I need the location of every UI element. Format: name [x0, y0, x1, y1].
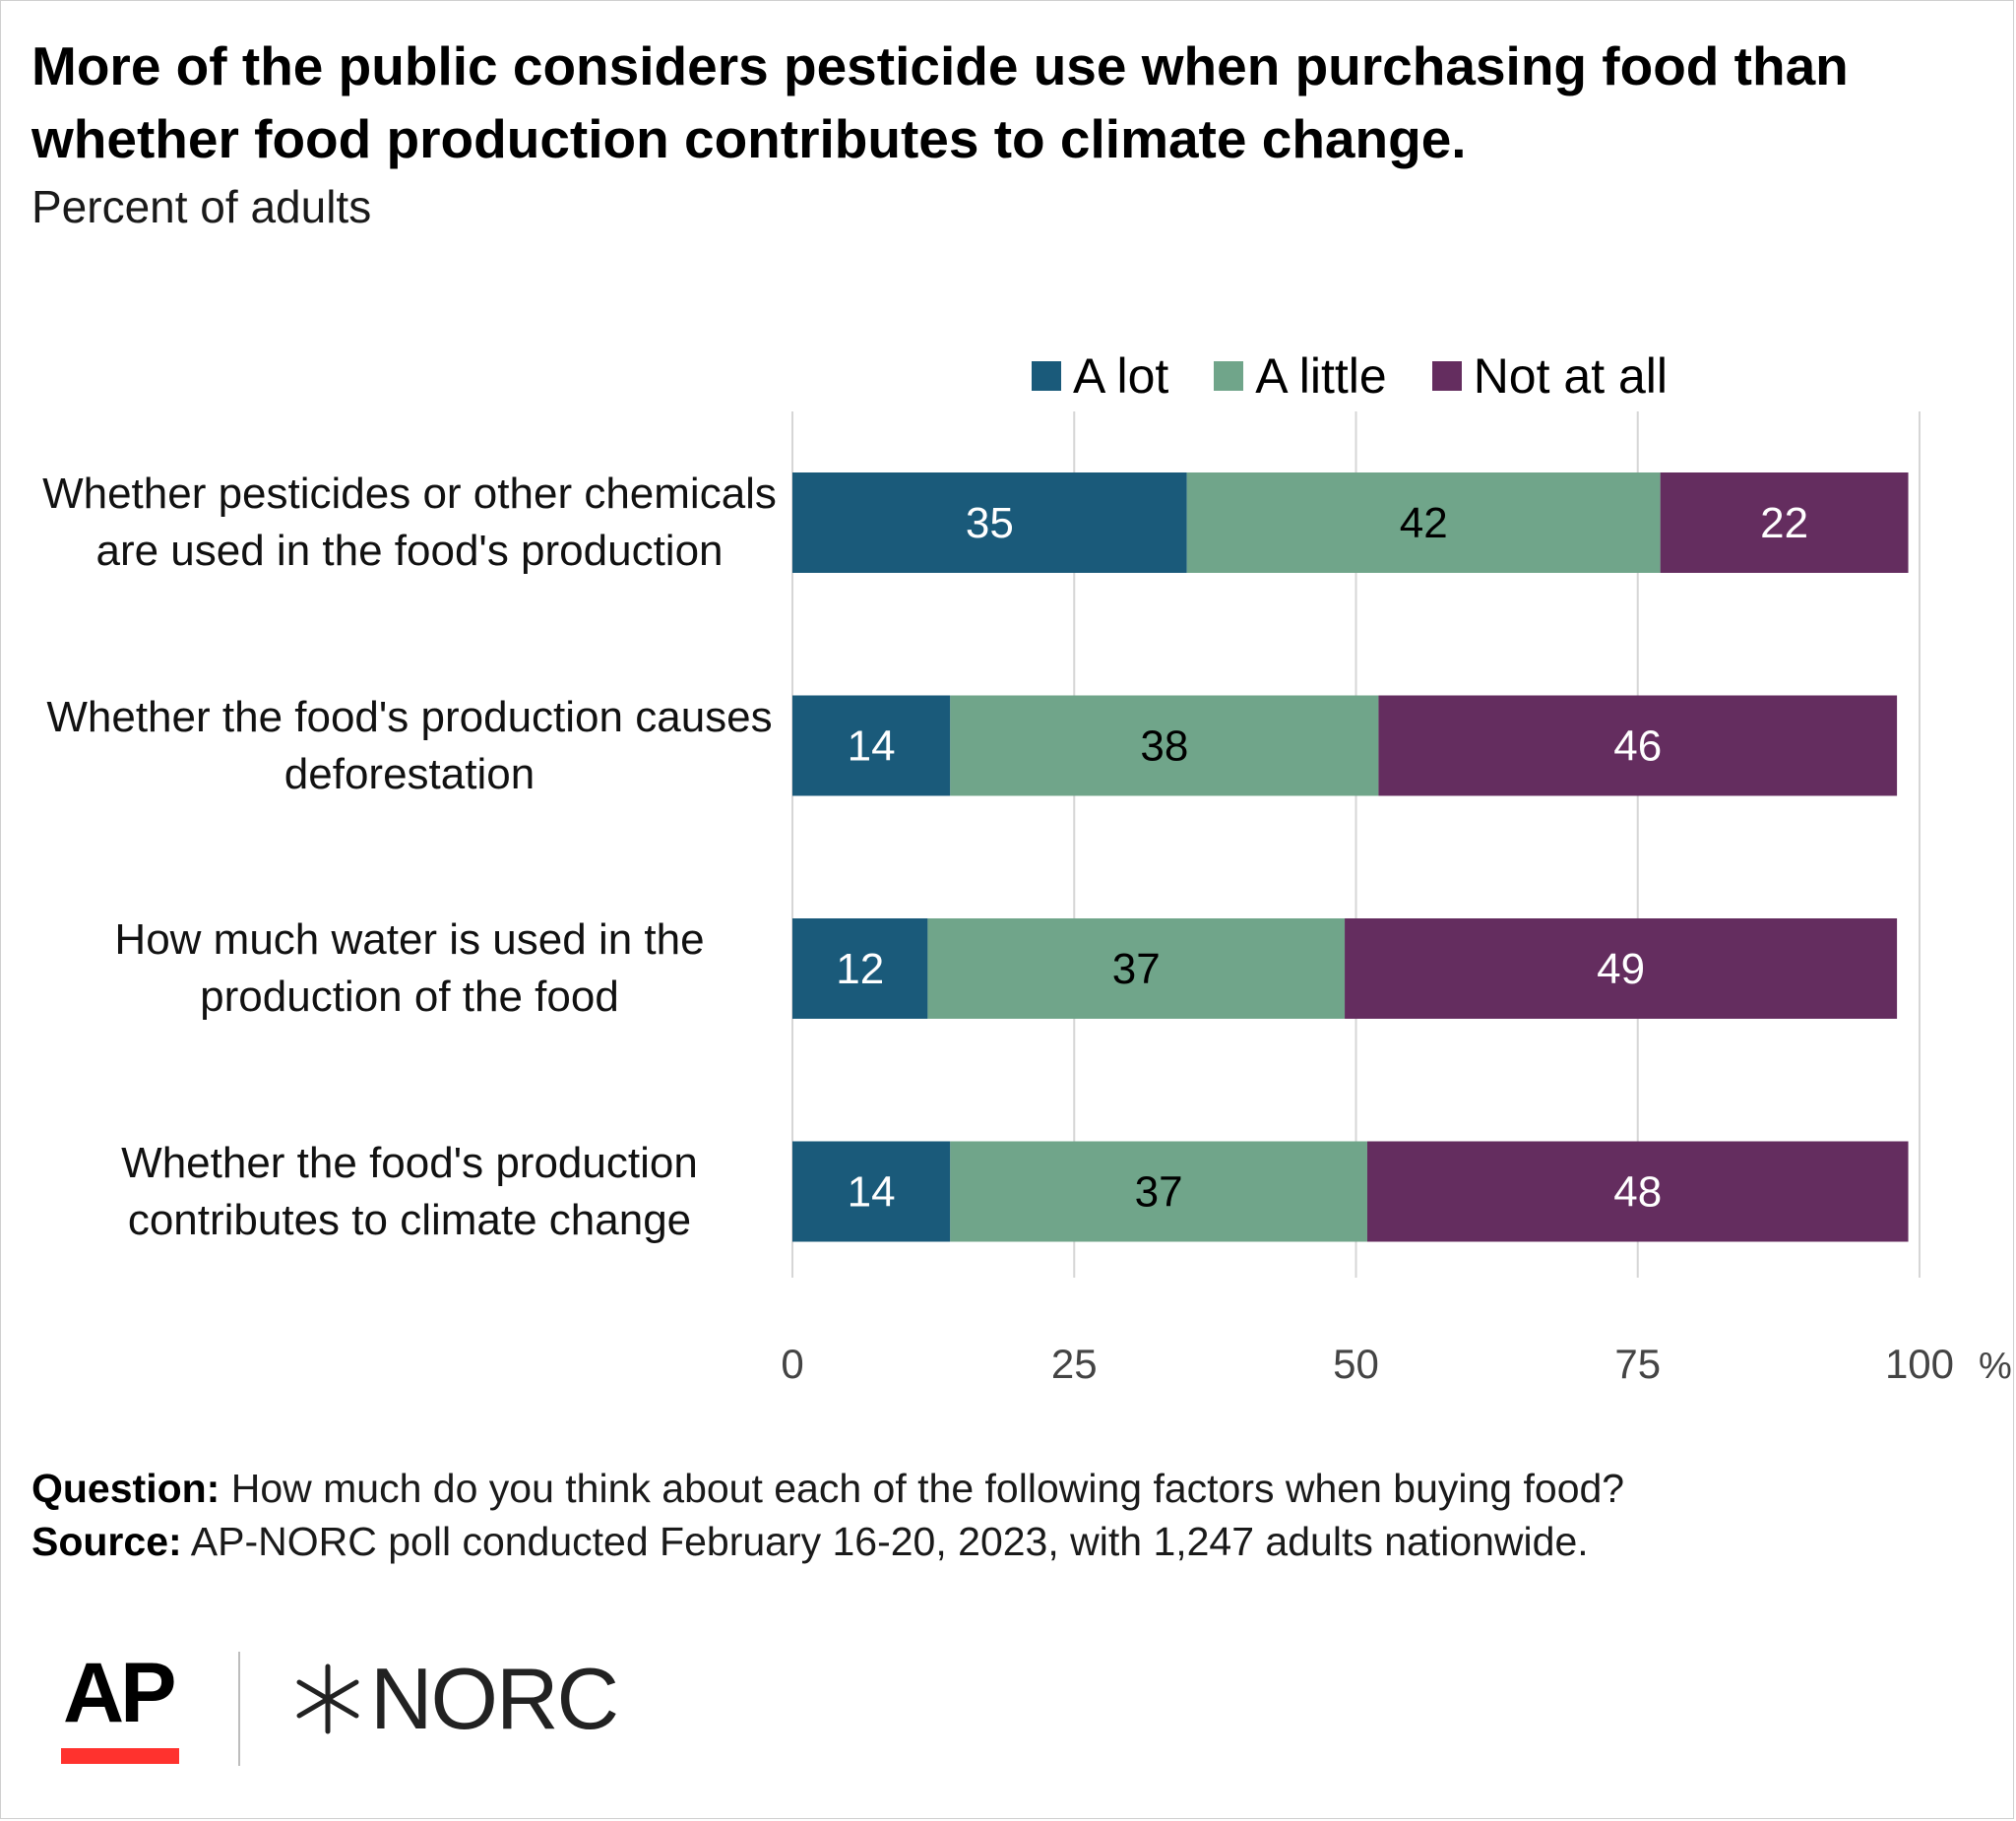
- question-note: Question: How much do you think about ea…: [32, 1462, 1981, 1515]
- data-label-a-little-2: 38: [1140, 722, 1188, 771]
- chart-title: More of the public considers pesticide u…: [32, 35, 1849, 169]
- bar-a-little-3: [927, 918, 1346, 1019]
- category-label-1: Whether pesticides or other chemicals ar…: [42, 470, 777, 575]
- logo-divider: [238, 1652, 240, 1766]
- category-label-2: Whether the food's production causes def…: [46, 692, 773, 798]
- legend-label-a-little: A little: [1255, 348, 1387, 404]
- legend-item-not-at-all: Not at all: [1431, 346, 1669, 406]
- bar-not-at-all-1: [1660, 472, 1909, 573]
- bar-chart: 0 25 50 75 100 % 35 42 22 14 38 46 12 37 49 14 37 48: [781, 411, 2012, 1387]
- data-label-a-lot-3: 12: [836, 945, 884, 993]
- bar-a-lot-4: [792, 1141, 951, 1242]
- x-tick-label-0: 0: [781, 1341, 803, 1387]
- data-label-not-at-all-3: 49: [1597, 945, 1645, 993]
- bar-not-at-all-3: [1345, 918, 1898, 1019]
- x-tick-label-50: 50: [1333, 1341, 1379, 1387]
- category-label-3: How much water is used in the production…: [114, 915, 705, 1021]
- source-text: AP-NORC poll conducted February 16-20, 2…: [181, 1519, 1589, 1564]
- data-label-a-little-1: 42: [1400, 499, 1448, 547]
- source-note: Source: AP-NORC poll conducted February …: [32, 1515, 1981, 1568]
- bar-a-lot-2: [792, 695, 951, 796]
- category-label-4: Whether the food's production contribute…: [121, 1138, 698, 1244]
- data-label-a-lot-4: 14: [848, 1168, 896, 1217]
- data-label-a-little-3: 37: [1112, 945, 1161, 993]
- data-label-not-at-all-4: 48: [1613, 1168, 1662, 1217]
- bar-a-little-2: [950, 695, 1379, 796]
- bar-a-lot-1: [792, 472, 1187, 573]
- data-label-a-little-4: 37: [1135, 1168, 1183, 1217]
- legend-label-a-lot: A lot: [1073, 348, 1169, 404]
- x-tick-label-25: 25: [1051, 1341, 1098, 1387]
- chart-legend: A lot A little Not at all: [1032, 346, 1668, 406]
- norc-logo: NORC: [291, 1650, 619, 1748]
- x-tick-label-100: 100: [1885, 1341, 1954, 1387]
- legend-item-a-little: A little: [1214, 346, 1387, 406]
- bar-a-little-4: [950, 1141, 1367, 1242]
- question-label: Question:: [32, 1466, 220, 1511]
- legend-item-a-lot: A lot: [1032, 346, 1168, 406]
- x-tick-label-75: 75: [1614, 1341, 1661, 1387]
- ap-logo-bar: [61, 1748, 179, 1764]
- question-text: How much do you think about each of the …: [220, 1466, 1625, 1511]
- bar-a-little-1: [1186, 472, 1661, 573]
- data-label-not-at-all-1: 22: [1760, 499, 1808, 547]
- data-label-a-lot-1: 35: [966, 499, 1014, 547]
- legend-swatch-not-at-all: [1431, 361, 1462, 391]
- norc-star-icon: [296, 1664, 359, 1734]
- data-label-a-lot-2: 14: [848, 722, 896, 771]
- data-label-not-at-all-2: 46: [1613, 722, 1662, 771]
- bar-not-at-all-4: [1366, 1141, 1909, 1242]
- x-axis-unit: %: [1979, 1346, 2012, 1387]
- chart-notes: Question: How much do you think about ea…: [32, 1462, 1981, 1568]
- chart-subtitle: Percent of adults: [32, 181, 372, 232]
- legend-label-not-at-all: Not at all: [1473, 348, 1669, 404]
- norc-logo-text: NORC: [370, 1650, 619, 1747]
- bar-a-lot-3: [792, 918, 928, 1019]
- source-label: Source:: [32, 1519, 182, 1564]
- legend-swatch-a-little: [1214, 361, 1244, 391]
- legend-swatch-a-lot: [1032, 361, 1061, 391]
- ap-logo: AP: [63, 1646, 176, 1740]
- bar-not-at-all-2: [1378, 695, 1898, 796]
